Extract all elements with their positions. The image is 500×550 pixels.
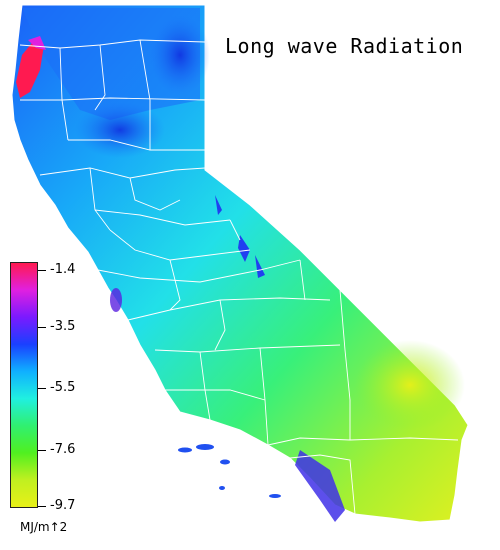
legend-tick-label: -1.4 [50,262,76,277]
legend-units: MJ/m↑2 [20,520,68,534]
legend-tick-mark [38,450,46,451]
legend-tick-mark [38,270,46,271]
map-title: Long wave Radiation [225,34,464,58]
legend-tick-label: -7.6 [50,442,76,457]
north-dark-region [150,15,210,95]
legend-tick-mark [38,327,46,328]
legend-tick-label: -5.5 [50,380,76,395]
county-borders [19,39,459,515]
coastal-hotspot [16,38,44,98]
sierra-dark-region [75,102,165,158]
desert-yellow-region [355,340,465,430]
legend-tick-label: -3.5 [50,319,76,334]
color-legend-bar [10,262,38,508]
legend-tick-mark [38,388,46,389]
legend-tick-label: -9.7 [50,498,76,513]
legend-tick-mark [38,506,46,507]
